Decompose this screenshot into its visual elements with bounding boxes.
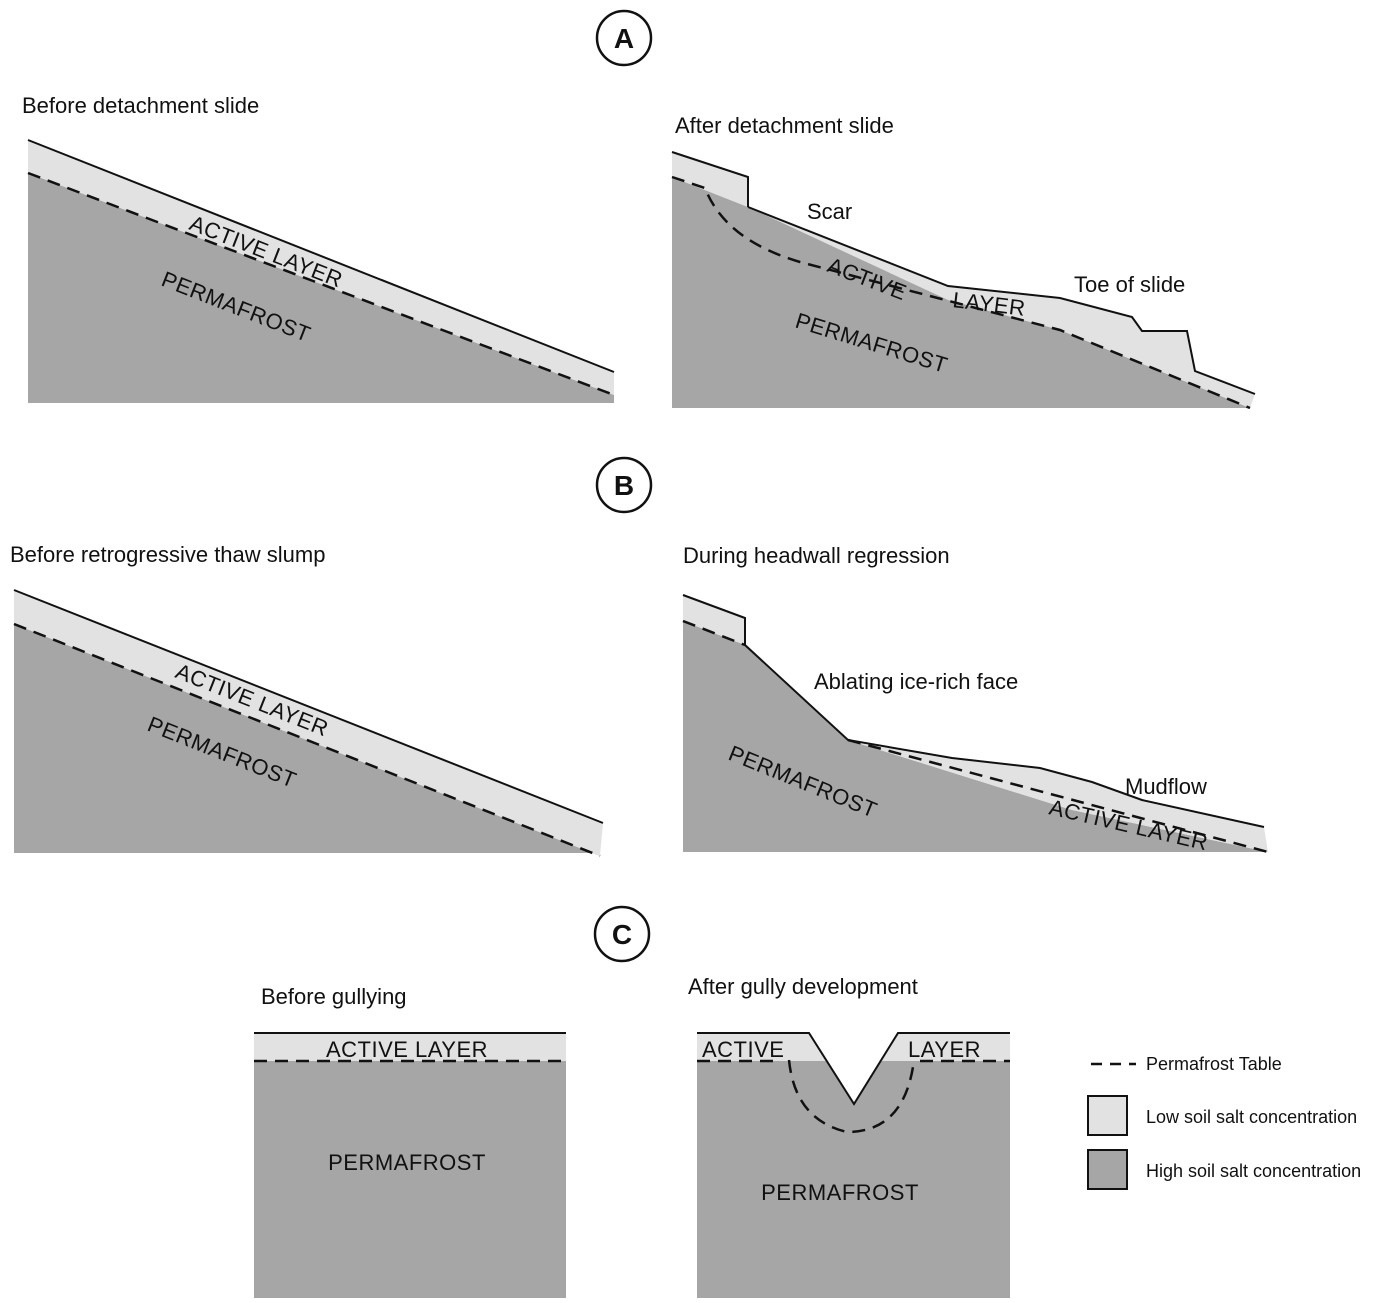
ground-surface [697,1032,1010,1106]
panel-b-badge [595,456,653,514]
scar-label: Scar [807,199,852,224]
ground-surface [747,206,1256,395]
permafrost-table-line [671,175,1251,410]
active-layer-zone [254,1033,566,1061]
panel-c: C Before gullying ACTIVE LAYER PERMAFROS… [254,905,1010,1298]
toe-of-slide-label: Toe of slide [1074,272,1185,297]
legend: Permafrost Table Low soil salt concentra… [1087,1054,1361,1190]
permafrost-table-line-upper [682,619,746,647]
permafrost-zone [28,173,614,403]
panel-a-after: After detachment slide Scar ACTIVE LAYER… [671,113,1256,410]
mudflow-label: Mudflow [1125,774,1207,799]
panel-c-badge [593,905,651,963]
panel-b: B Before retrogressive thaw slump ACTIVE… [10,456,1269,858]
legend-low-salt-label: Low soil salt concentration [1146,1107,1357,1127]
panel-c-before-title: Before gullying [261,984,407,1009]
legend-low-salt-swatch [1087,1095,1128,1136]
panel-a-before: Before detachment slide ACTIVE LAYER PER… [22,93,615,403]
permafrost-zone [254,1061,566,1298]
panel-c-after: After gully development ACTIVE LAYER PER… [688,974,1010,1298]
panel-b-after-title: During headwall regression [683,543,950,568]
headwall-active-layer [683,595,745,645]
permafrost-label: PERMAFROST [328,1150,486,1175]
panel-c-before: Before gullying ACTIVE LAYER PERMAFROST [254,984,566,1298]
active-layer-right [880,1033,1010,1061]
permafrost-zone [683,621,1268,852]
scar-headwall-outline [671,151,749,207]
panel-b-before: Before retrogressive thaw slump ACTIVE L… [10,542,604,858]
thaw-bulb-line [787,1059,916,1134]
scar-remnant-active-layer [672,152,748,207]
panel-b-after: During headwall regression Ablating ice-… [682,543,1269,855]
active-layer-zone [28,140,614,395]
panel-c-after-title: After gully development [688,974,918,999]
panel-a-badge [595,9,653,67]
active-word-label: ACTIVE [702,1037,784,1062]
panel-a: A Before detachment slide ACTIVE LAYER P… [22,9,1256,410]
active-layer-label: ACTIVE LAYER [326,1037,488,1062]
active-layer-zone [14,590,603,856]
panel-a-before-title: Before detachment slide [22,93,259,118]
panel-b-letter: B [614,470,634,501]
legend-high-salt-label: High soil salt concentration [1146,1161,1361,1181]
legend-permafrost-table-label: Permafrost Table [1146,1054,1282,1074]
ablating-face-label: Ablating ice-rich face [814,669,1018,694]
legend-high-salt-swatch [1087,1149,1128,1190]
panel-c-letter: C [612,919,632,950]
panel-b-before-title: Before retrogressive thaw slump [10,542,325,567]
permafrost-table-line-lower [847,738,1269,854]
permafrost-table-line [13,622,601,858]
permafrost-label: PERMAFROST [761,1180,919,1205]
ground-surface [13,589,604,824]
active-layer-left [697,1033,827,1061]
ground-surface [27,139,615,373]
panel-a-after-title: After detachment slide [675,113,894,138]
panel-a-letter: A [614,23,634,54]
gully-channel [809,1033,898,1104]
ground-surface [682,594,1265,828]
layer-word-label: LAYER [908,1037,981,1062]
